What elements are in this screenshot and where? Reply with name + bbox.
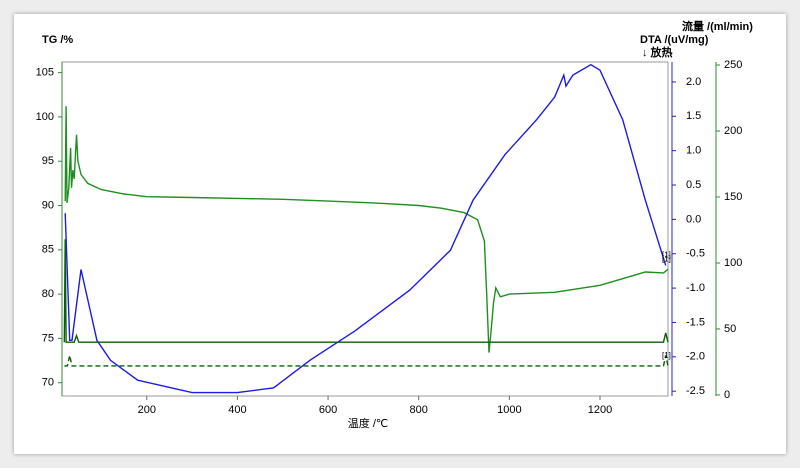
series-label: [1] xyxy=(662,254,671,263)
series-line xyxy=(64,106,669,353)
x-tick-label: 200 xyxy=(138,404,156,416)
y3-title: 流量 /(ml/min) xyxy=(682,19,753,33)
x-tick-label: 400 xyxy=(228,404,246,416)
x-tick-label: 800 xyxy=(410,404,428,416)
y-tick-label: 100 xyxy=(36,111,54,123)
y2-tick-label: -2.0 xyxy=(686,351,705,363)
chart: TG /% DTA /(uV/mg) 流量 /(ml/min) ↓ 放热 温度 … xyxy=(36,19,754,430)
y2-title: DTA /(uV/mg) xyxy=(640,34,709,46)
y-tick-label: 80 xyxy=(42,288,54,300)
y2-tick-label: 1.0 xyxy=(686,145,701,157)
y2-tick-label: 2.0 xyxy=(686,76,701,88)
y3-tick-label: 150 xyxy=(724,191,742,203)
y2-tick-label: -1.0 xyxy=(686,282,705,294)
annotation: ↓ 放热 xyxy=(642,45,673,59)
series-label: [1] xyxy=(662,351,671,360)
y-tick-label: 95 xyxy=(42,155,54,167)
y2-tick-label: 0.0 xyxy=(686,213,701,225)
plot-frame xyxy=(61,61,669,397)
y2-tick-label: 0.5 xyxy=(686,179,701,191)
x-tick-label: 1000 xyxy=(497,404,521,416)
panel: TG /% DTA /(uV/mg) 流量 /(ml/min) ↓ 放热 温度 … xyxy=(14,14,786,454)
series-label: [1] xyxy=(662,251,671,260)
y3-tick-label: 250 xyxy=(724,59,742,71)
y3-tick-label: 200 xyxy=(724,125,742,137)
y-tick-label: 105 xyxy=(36,67,54,79)
y-tick-label: 90 xyxy=(42,199,54,211)
y3-tick-label: 100 xyxy=(724,257,742,269)
x-tick-label: 600 xyxy=(319,404,337,416)
y-tick-label: 70 xyxy=(42,377,54,389)
x-title: 温度 /℃ xyxy=(348,416,388,430)
series-line xyxy=(64,63,667,394)
y2-tick-label: -2.5 xyxy=(686,385,705,397)
y-tick-label: 85 xyxy=(42,244,54,256)
y3-tick-label: 50 xyxy=(724,323,736,335)
y2-tick-label: -0.5 xyxy=(686,248,705,260)
y2-tick-label: -1.5 xyxy=(686,316,705,328)
x-tick-label: 1200 xyxy=(588,404,612,416)
y-title: TG /% xyxy=(42,34,73,46)
series-line xyxy=(64,355,669,367)
y2-tick-label: 1.5 xyxy=(686,110,701,122)
y-tick-label: 75 xyxy=(42,332,54,344)
series-line xyxy=(63,239,669,343)
y3-tick-label: 0 xyxy=(724,389,730,401)
